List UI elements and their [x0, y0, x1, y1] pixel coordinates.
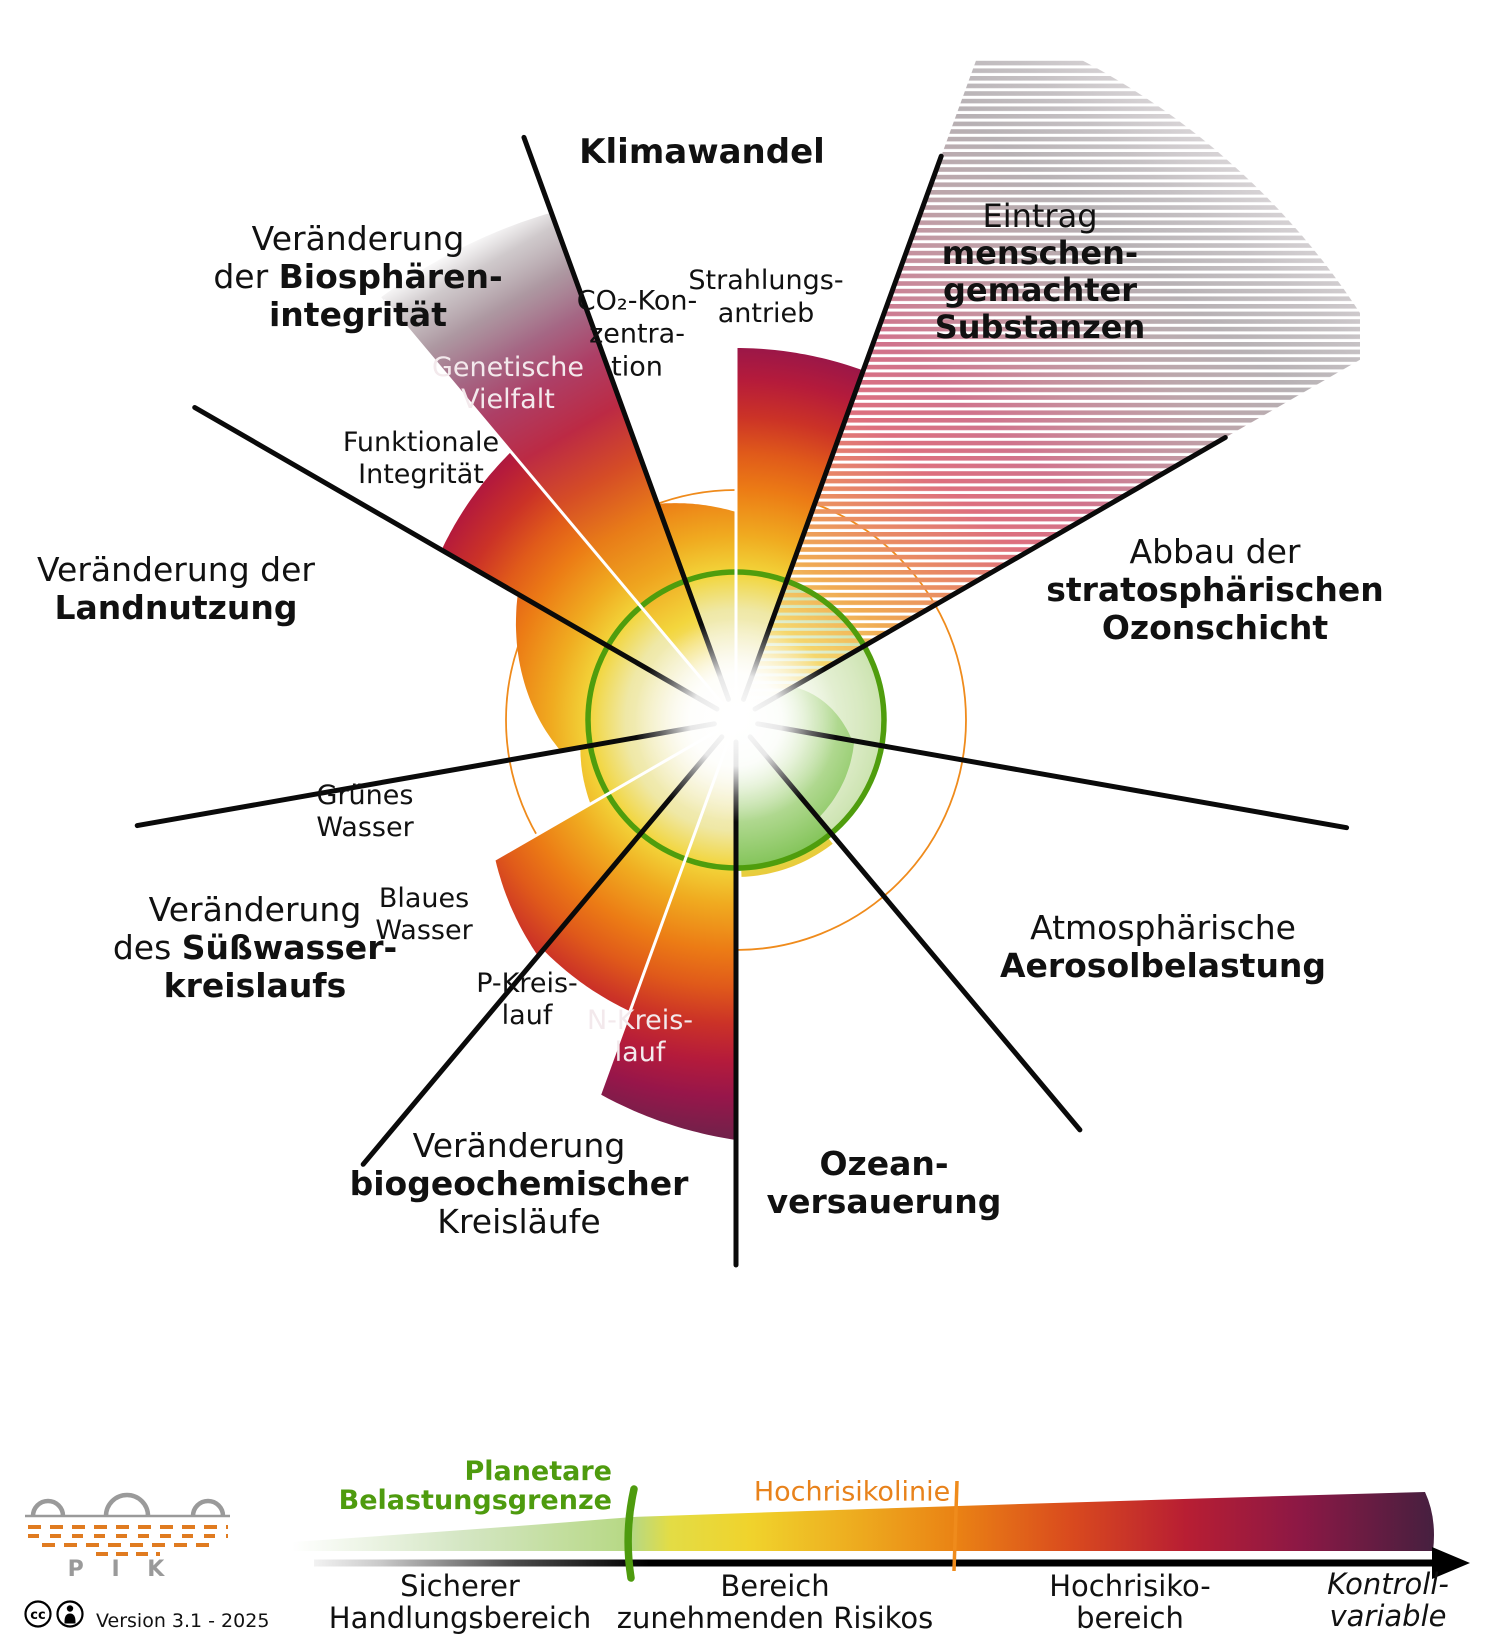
- cc-by-icon: [56, 1600, 84, 1628]
- center-starburst: [634, 618, 838, 822]
- wedge-n_kreis: [599, 720, 736, 1140]
- sector-divider-line: [521, 134, 731, 702]
- high-risk-line-tick: [952, 1480, 959, 1572]
- sector-divider-line: [134, 721, 717, 829]
- logo-dome-arc: [30, 1498, 66, 1517]
- sector-divider-line: [192, 405, 720, 712]
- cc-icon-text: cc: [30, 1608, 45, 1623]
- sector-divider-line: [755, 721, 1350, 831]
- legend-gradient-band: [292, 1492, 1434, 1551]
- sector-divider-line: [752, 435, 1228, 712]
- planetary-boundary-tick: [624, 1485, 638, 1582]
- sector-divider-line: [360, 734, 725, 1167]
- cc-icon: [24, 1600, 52, 1628]
- pik-logo: [25, 1492, 230, 1556]
- logo-dome-arc: [103, 1492, 151, 1517]
- sector-divider-line: [747, 734, 1083, 1133]
- wedge-gen: [381, 212, 736, 720]
- indicator-divider-line: [382, 299, 725, 706]
- cc-by-person-head: [66, 1605, 74, 1612]
- wedge-novel: [736, 19, 1382, 720]
- cc-license-badges: cc: [24, 1600, 84, 1628]
- logo-dome-arc: [190, 1498, 226, 1517]
- sector-divider-line: [741, 153, 944, 702]
- cc-by-person-body: [64, 1613, 76, 1624]
- legend-arrowhead: [1432, 1547, 1470, 1579]
- legend: [292, 1480, 1470, 1582]
